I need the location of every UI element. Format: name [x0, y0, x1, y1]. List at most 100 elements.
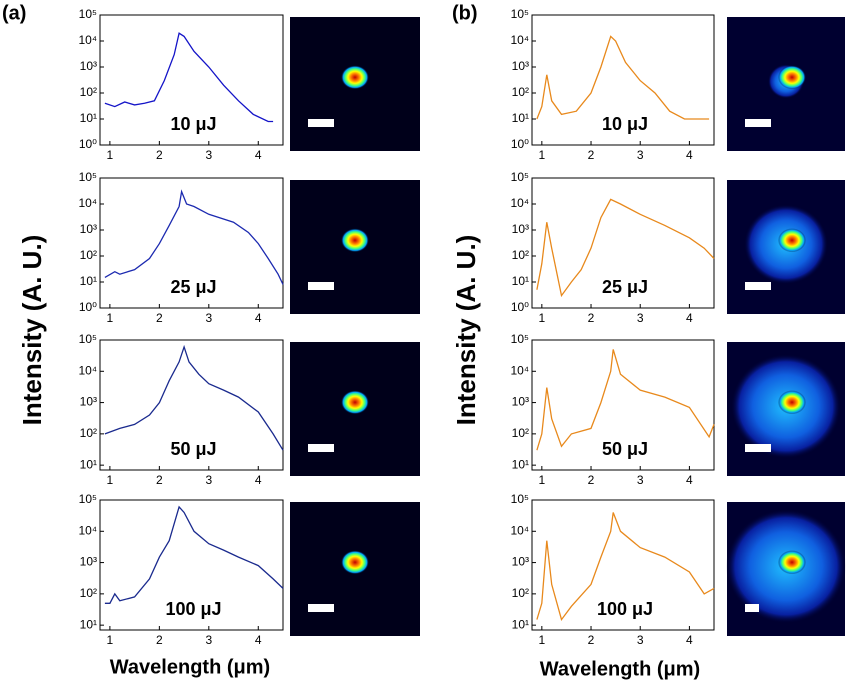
x-tick-label: 1 [107, 633, 114, 647]
x-tick-label: 1 [538, 148, 545, 162]
y-tick-label: 10² [80, 586, 97, 600]
energy-label: 25 μJ [170, 277, 216, 297]
beam-image [727, 17, 845, 151]
y-tick-label: 10³ [80, 555, 97, 569]
y-tick-label: 10⁴ [78, 33, 97, 47]
y-tick-label: 10¹ [80, 617, 97, 631]
beam-spot [341, 65, 369, 90]
energy-label: 100 μJ [597, 599, 653, 619]
energy-label: 25 μJ [602, 277, 648, 297]
scale-bar [308, 604, 334, 612]
y-tick-label: 10⁵ [79, 332, 97, 346]
y-tick-label: 10² [80, 85, 97, 99]
y-tick-label: 10⁴ [78, 363, 97, 377]
y-tick-label: 10⁰ [511, 300, 529, 314]
panel-label: (a) [2, 2, 26, 24]
beam-spot [778, 65, 806, 90]
spectrum-line [536, 349, 715, 451]
plot-frame [99, 14, 284, 146]
beam-spot [341, 228, 369, 253]
beam-image [290, 342, 420, 476]
x-tick-label: 2 [588, 311, 595, 325]
y-tick-label: 10¹ [512, 111, 529, 125]
plot-frame [99, 499, 284, 631]
x-tick-label: 1 [538, 633, 545, 647]
energy-label: 100 μJ [165, 599, 221, 619]
y-tick-label: 10⁴ [510, 33, 529, 47]
beam-image [727, 342, 845, 476]
spectrum-line [536, 35, 710, 120]
beam-spot [341, 390, 369, 415]
beam-spot [778, 550, 806, 575]
y-tick-label: 10¹ [512, 457, 529, 471]
x-tick-label: 4 [686, 311, 693, 325]
x-tick-label: 2 [156, 148, 163, 162]
x-tick-label: 3 [637, 473, 644, 487]
x-tick-label: 4 [255, 148, 262, 162]
x-tick-label: 2 [156, 473, 163, 487]
beam-image [727, 180, 845, 314]
x-tick-label: 4 [255, 633, 262, 647]
x-tick-label: 4 [686, 148, 693, 162]
y-tick-label: 10⁴ [78, 523, 97, 537]
x-tick-label: 3 [637, 148, 644, 162]
x-tick-label: 3 [205, 311, 212, 325]
y-tick-label: 10¹ [512, 274, 529, 288]
y-tick-label: 10¹ [80, 111, 97, 125]
beam-spot [778, 390, 806, 415]
beam-image [290, 180, 420, 314]
y-tick-label: 10² [80, 426, 97, 440]
energy-label: 10 μJ [602, 114, 648, 134]
x-tick-label: 1 [107, 148, 114, 162]
panel-label: (b) [452, 2, 478, 24]
plot-frame [531, 177, 715, 309]
scale-bar [745, 119, 771, 127]
x-tick-label: 1 [538, 473, 545, 487]
y-tick-label: 10⁵ [511, 170, 529, 184]
beam-image [290, 17, 420, 151]
y-tick-label: 10⁴ [510, 363, 529, 377]
y-tick-label: 10¹ [80, 457, 97, 471]
beam-spot [341, 550, 369, 575]
x-tick-label: 4 [686, 473, 693, 487]
energy-label: 50 μJ [602, 439, 648, 459]
x-tick-label: 1 [107, 311, 114, 325]
plot-frame [99, 177, 284, 309]
energy-label: 10 μJ [170, 114, 216, 134]
x-axis-title: Wavelength (μm) [110, 656, 270, 678]
x-tick-label: 3 [637, 311, 644, 325]
x-tick-label: 4 [255, 473, 262, 487]
y-tick-label: 10³ [512, 59, 529, 73]
x-tick-label: 2 [588, 473, 595, 487]
scale-bar [745, 282, 771, 290]
x-tick-label: 3 [637, 633, 644, 647]
spectrum-line [104, 505, 284, 604]
x-tick-label: 3 [205, 473, 212, 487]
y-tick-label: 10¹ [80, 274, 97, 288]
spectrum-line [104, 189, 284, 285]
spectrum-line [536, 198, 715, 298]
x-tick-label: 4 [255, 311, 262, 325]
y-tick-label: 10⁰ [79, 300, 97, 314]
y-tick-label: 10³ [512, 395, 529, 409]
beam-spot [778, 228, 806, 253]
spectrum-line [104, 344, 284, 451]
y-tick-label: 10³ [512, 222, 529, 236]
y-tick-label: 10³ [512, 555, 529, 569]
y-tick-label: 10² [512, 426, 529, 440]
plot-frame [531, 499, 715, 631]
plot-frame [531, 14, 715, 146]
y-tick-label: 10² [512, 248, 529, 262]
x-axis-title: Wavelength (μm) [540, 658, 700, 680]
y-tick-label: 10⁵ [511, 492, 529, 506]
y-tick-label: 10² [80, 248, 97, 262]
spectrum-line [104, 32, 274, 123]
y-tick-label: 10⁴ [510, 196, 529, 210]
y-tick-label: 10⁴ [78, 196, 97, 210]
y-tick-label: 10³ [80, 222, 97, 236]
y-tick-label: 10⁰ [79, 137, 97, 151]
y-tick-label: 10¹ [512, 617, 529, 631]
y-tick-label: 10² [512, 586, 529, 600]
plot-frame [99, 339, 284, 471]
